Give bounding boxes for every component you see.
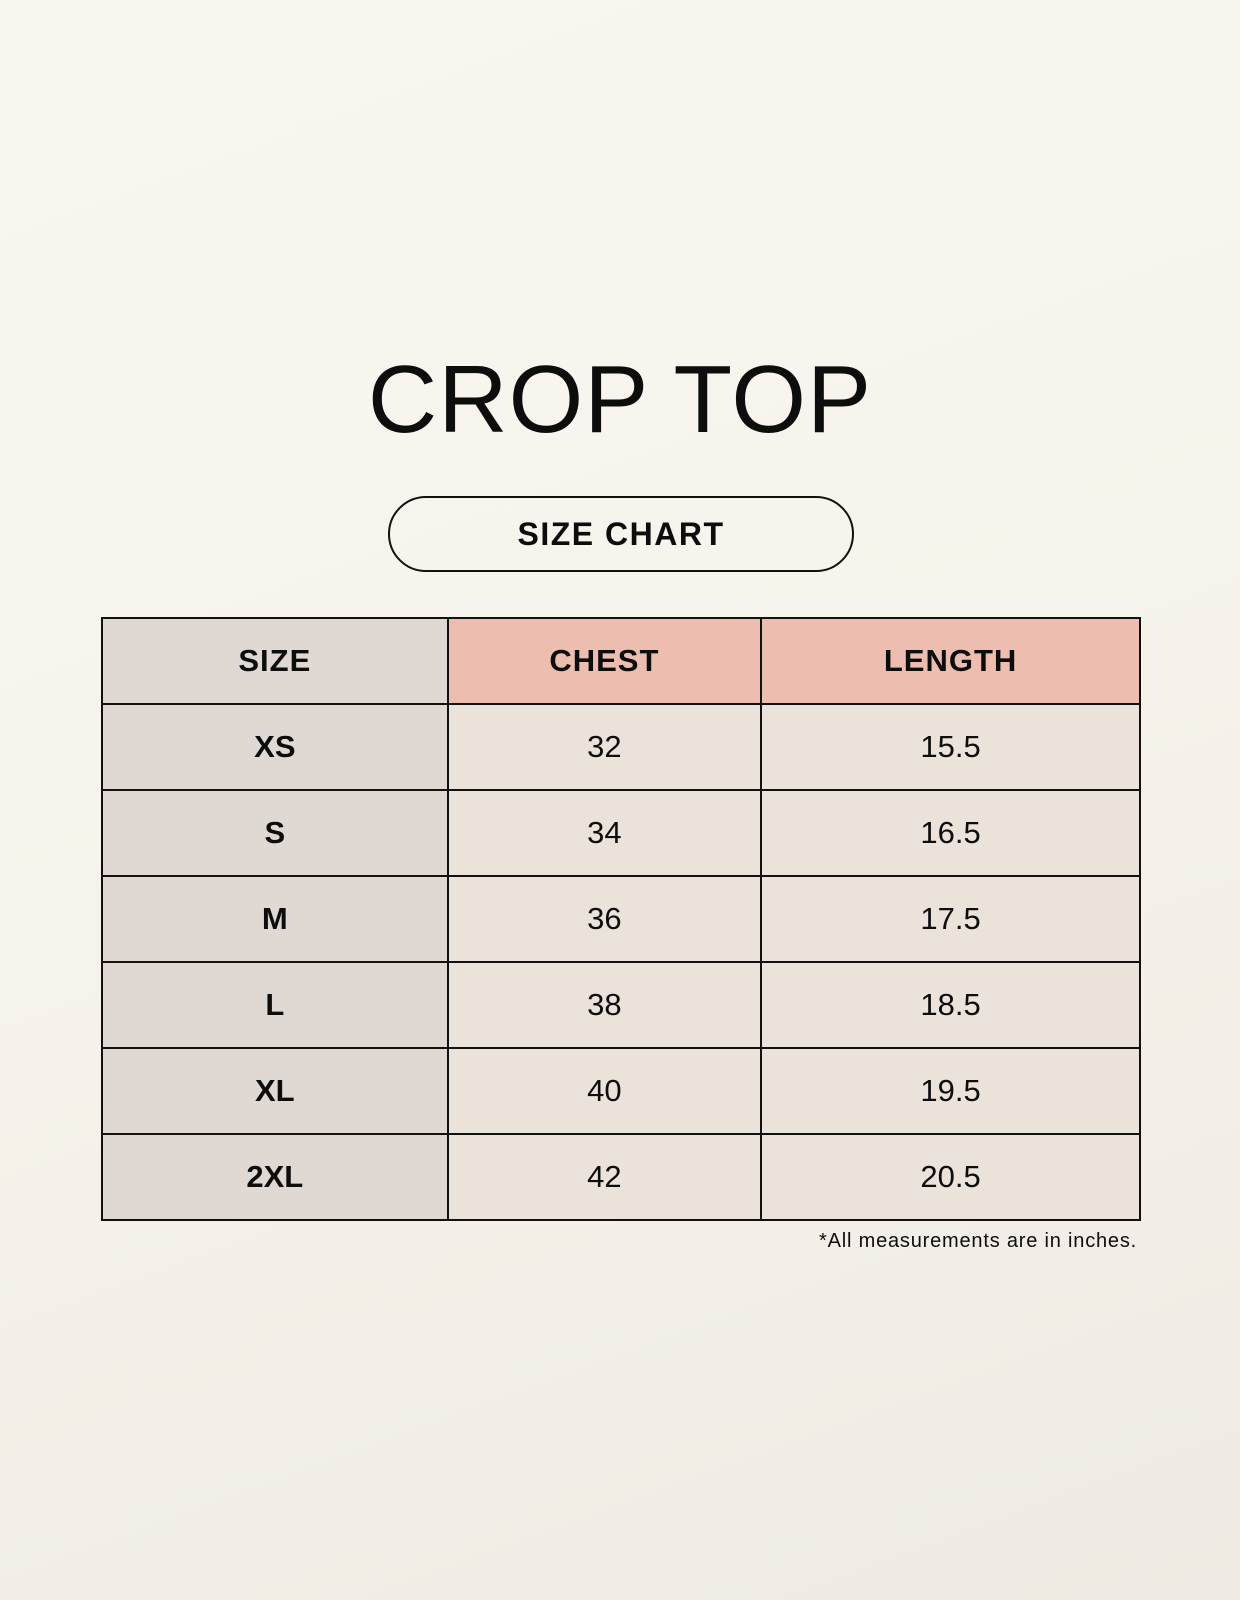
cell-size: M — [101, 875, 449, 963]
header-size: SIZE — [101, 617, 449, 705]
cell-length: 20.5 — [760, 1133, 1141, 1221]
cell-chest: 38 — [446, 961, 763, 1049]
cell-chest: 40 — [446, 1047, 763, 1135]
table-row: 2XL 42 20.5 — [101, 1133, 1141, 1221]
size-chart-label: SIZE CHART — [388, 496, 854, 572]
table-row: M 36 17.5 — [101, 875, 1141, 963]
cell-chest: 34 — [446, 789, 763, 877]
table-row: XS 32 15.5 — [101, 703, 1141, 791]
table-row: XL 40 19.5 — [101, 1047, 1141, 1135]
cell-length: 17.5 — [760, 875, 1141, 963]
cell-chest: 42 — [446, 1133, 763, 1221]
cell-size: S — [101, 789, 449, 877]
table-header-row: SIZE CHEST LENGTH — [101, 617, 1141, 705]
cell-size: L — [101, 961, 449, 1049]
table-row: S 34 16.5 — [101, 789, 1141, 877]
cell-length: 19.5 — [760, 1047, 1141, 1135]
cell-length: 15.5 — [760, 703, 1141, 791]
cell-size: XL — [101, 1047, 449, 1135]
table-row: L 38 18.5 — [101, 961, 1141, 1049]
cell-length: 16.5 — [760, 789, 1141, 877]
header-length: LENGTH — [760, 617, 1141, 705]
cell-chest: 32 — [446, 703, 763, 791]
cell-length: 18.5 — [760, 961, 1141, 1049]
cell-size: 2XL — [101, 1133, 449, 1221]
cell-chest: 36 — [446, 875, 763, 963]
header-chest: CHEST — [446, 617, 763, 705]
footnote: *All measurements are in inches. — [819, 1230, 1137, 1252]
cell-size: XS — [101, 703, 449, 791]
size-table: SIZE CHEST LENGTH XS 32 15.5 S 34 16.5 M 36 17.5… — [101, 617, 1141, 1221]
page-title: CROP TOP — [367, 346, 873, 453]
